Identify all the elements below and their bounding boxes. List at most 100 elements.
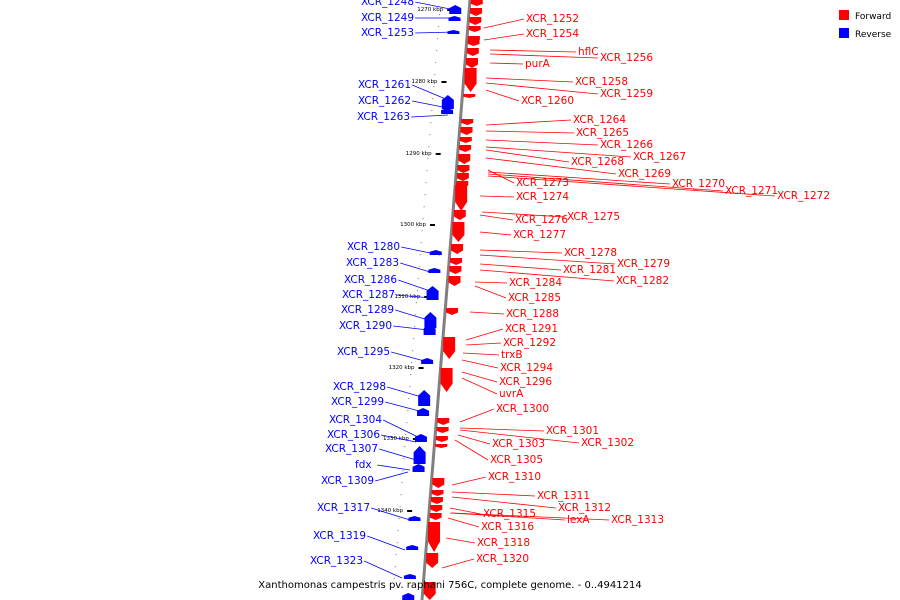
reverse-gene — [423, 325, 436, 335]
forward-gene-label: XCR_1302 — [581, 437, 634, 449]
reverse-gene — [408, 516, 421, 521]
leader-line — [411, 114, 449, 118]
forward-gene — [461, 119, 474, 125]
forward-gene-label: XCR_1259 — [600, 88, 653, 100]
leader-line — [447, 517, 480, 528]
forward-gene-label: XCR_1315 — [483, 508, 536, 520]
forward-gene — [459, 137, 472, 143]
leader-line — [375, 471, 409, 482]
position-dot — [436, 50, 438, 52]
leader-line — [367, 535, 406, 551]
position-dot — [438, 14, 441, 16]
leader-line — [391, 351, 429, 363]
forward-gene-label: XCR_1292 — [503, 337, 556, 349]
reverse-gene-label: XCR_1261 — [358, 79, 411, 91]
forward-genes — [423, 0, 483, 600]
position-dot — [398, 518, 400, 520]
leader-line — [485, 130, 575, 134]
forward-gene-labels: XCR_1252 XCR_1254 hflC XCR_1256 purA XCR_1258… — [441, 13, 830, 569]
leader-line — [485, 146, 632, 158]
forward-gene-label: XCR_1300 — [496, 403, 549, 415]
reverse-gene — [441, 108, 454, 114]
reverse-gene-label: XCR_1262 — [358, 95, 411, 107]
reverse-gene-label: fdx — [355, 459, 372, 471]
leader-line — [483, 33, 525, 41]
position-dot — [426, 170, 428, 172]
forward-gene-label: XCR_1310 — [488, 471, 541, 483]
reverse-gene-label: XCR_1280 — [347, 241, 400, 253]
position-dot — [416, 290, 418, 292]
position-dot — [393, 578, 395, 580]
forward-gene-label: XCR_1264 — [573, 114, 626, 126]
reverse-gene — [403, 574, 416, 579]
tick-mark — [430, 224, 435, 226]
forward-gene-label: XCR_1274 — [516, 191, 569, 203]
tick-label: 1270 kbp — [417, 7, 443, 13]
reverse-gene — [426, 286, 439, 300]
forward-gene — [436, 427, 449, 433]
leader-line — [454, 439, 489, 461]
leader-line — [371, 507, 411, 521]
leader-line — [485, 82, 599, 95]
leader-line — [479, 214, 514, 221]
forward-gene — [457, 165, 470, 173]
leader-line — [415, 31, 456, 34]
tick-label: 1280 kbp — [412, 79, 438, 85]
leader-line — [485, 119, 572, 126]
forward-gene — [423, 582, 436, 600]
forward-gene — [451, 244, 464, 254]
forward-gene-label: XCR_1296 — [499, 376, 552, 388]
leader-line — [445, 537, 476, 544]
forward-gene-label: XCR_1312 — [558, 502, 611, 514]
forward-gene — [470, 8, 483, 16]
position-dot — [411, 362, 413, 364]
leader-line — [487, 173, 724, 192]
leader-line — [479, 249, 563, 254]
position-dot — [432, 98, 434, 100]
position-dot — [404, 446, 406, 448]
reverse-gene-label: XCR_1319 — [313, 530, 366, 542]
position-dot — [424, 194, 426, 196]
forward-gene-label: XCR_1305 — [490, 454, 543, 466]
forward-gene — [443, 337, 456, 359]
forward-gene-label: trxB — [501, 349, 523, 361]
leader-line — [451, 512, 610, 521]
leader-line — [401, 246, 441, 256]
position-dot — [405, 434, 407, 436]
position-dot — [421, 230, 423, 232]
leader-line — [364, 560, 403, 579]
forward-gene — [435, 444, 448, 448]
position-dot — [431, 110, 433, 112]
forward-gene-label: XCR_1282 — [616, 275, 669, 287]
leader-line — [398, 279, 434, 293]
forward-gene-label: XCR_1275 — [567, 211, 620, 223]
tick-label: 1310 kbp — [394, 294, 420, 300]
forward-gene — [448, 276, 461, 286]
forward-gene-label: uvrA — [499, 388, 524, 400]
reverse-gene — [428, 268, 441, 273]
leader-line — [461, 359, 499, 369]
forward-gene — [452, 222, 465, 242]
leader-line — [487, 171, 671, 185]
forward-gene — [429, 513, 442, 520]
leader-line — [377, 464, 411, 471]
reverse-gene-label: XCR_1307 — [325, 443, 378, 455]
reverse-gene-label: XCR_1289 — [341, 304, 394, 316]
leader-line — [479, 263, 562, 271]
leader-line — [459, 429, 580, 444]
position-dot — [437, 26, 440, 28]
leader-line — [465, 328, 504, 341]
position-dot — [418, 266, 420, 268]
position-dot — [399, 506, 401, 508]
genome-caption: Xanthomonas campestris pv. raphani 756C,… — [258, 580, 641, 591]
reverse-gene — [406, 545, 419, 550]
forward-gene-label: XCR_1303 — [492, 438, 545, 450]
genome-backbone — [393, 0, 472, 600]
forward-gene-label: XCR_1285 — [508, 292, 561, 304]
tick-label: 1300 kbp — [400, 222, 426, 228]
reverse-gene-label: XCR_1317 — [317, 502, 370, 514]
reverse-gene-label: XCR_1290 — [339, 320, 392, 332]
reverse-gene — [424, 312, 437, 328]
position-dot — [407, 410, 409, 412]
forward-gene-label: XCR_1279 — [617, 258, 670, 270]
